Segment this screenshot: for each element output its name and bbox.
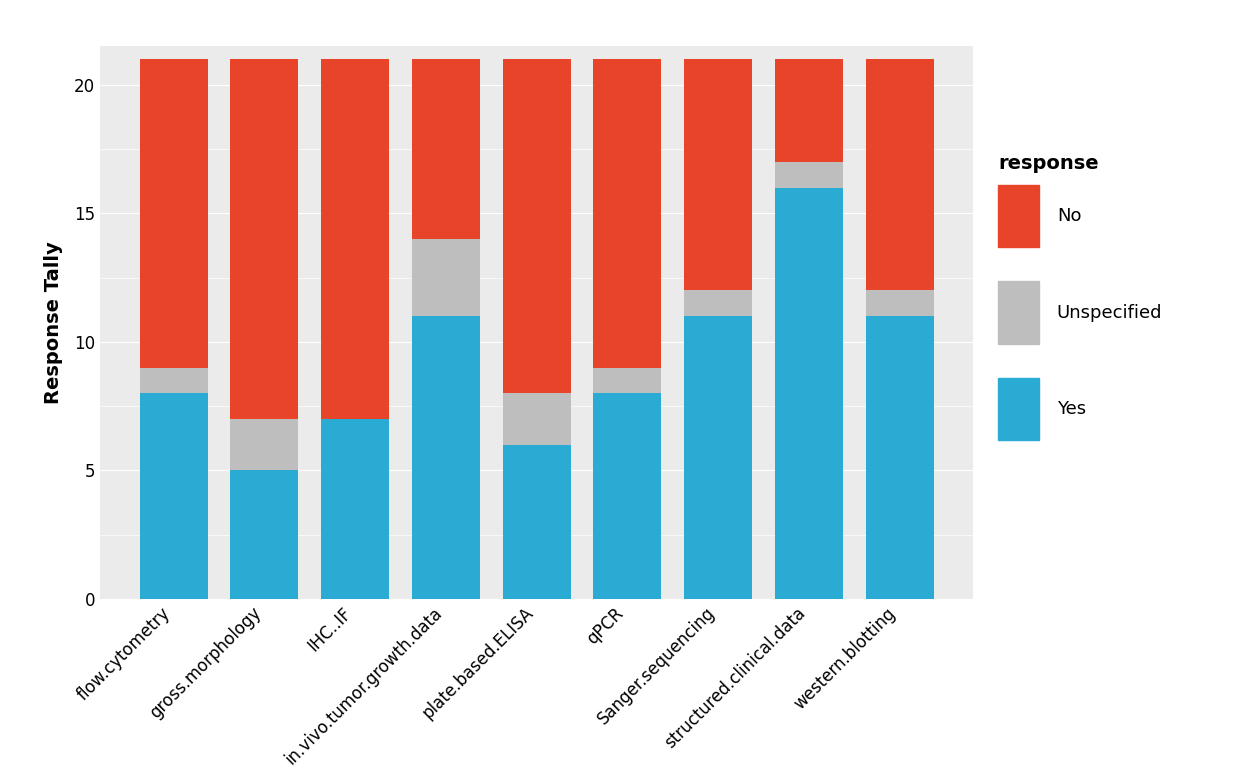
Text: Unspecified: Unspecified bbox=[1057, 303, 1162, 322]
Bar bbox=[140, 393, 207, 599]
Bar bbox=[503, 393, 570, 445]
Bar bbox=[775, 162, 842, 187]
Bar bbox=[503, 59, 570, 393]
Bar bbox=[231, 59, 298, 419]
Bar bbox=[593, 393, 661, 599]
Text: No: No bbox=[1057, 207, 1081, 225]
Bar bbox=[412, 59, 480, 239]
Bar bbox=[684, 59, 753, 290]
Bar bbox=[775, 187, 842, 599]
Bar bbox=[321, 59, 389, 419]
Bar bbox=[321, 419, 389, 599]
Text: response: response bbox=[998, 154, 1099, 173]
Bar bbox=[998, 282, 1038, 344]
Bar bbox=[998, 379, 1038, 441]
Bar bbox=[503, 445, 570, 599]
Bar bbox=[866, 316, 934, 599]
Bar bbox=[140, 368, 207, 393]
Y-axis label: Response Tally: Response Tally bbox=[44, 241, 62, 404]
Bar bbox=[593, 59, 661, 368]
Bar bbox=[412, 239, 480, 316]
Bar bbox=[593, 368, 661, 393]
Bar bbox=[684, 316, 753, 599]
Text: Yes: Yes bbox=[1057, 400, 1086, 419]
Bar bbox=[231, 471, 298, 599]
Bar bbox=[412, 316, 480, 599]
Bar bbox=[231, 419, 298, 471]
Bar bbox=[998, 184, 1038, 247]
Bar bbox=[140, 59, 207, 368]
Bar bbox=[866, 290, 934, 316]
Bar bbox=[775, 59, 842, 162]
Bar bbox=[866, 59, 934, 290]
Bar bbox=[684, 290, 753, 316]
